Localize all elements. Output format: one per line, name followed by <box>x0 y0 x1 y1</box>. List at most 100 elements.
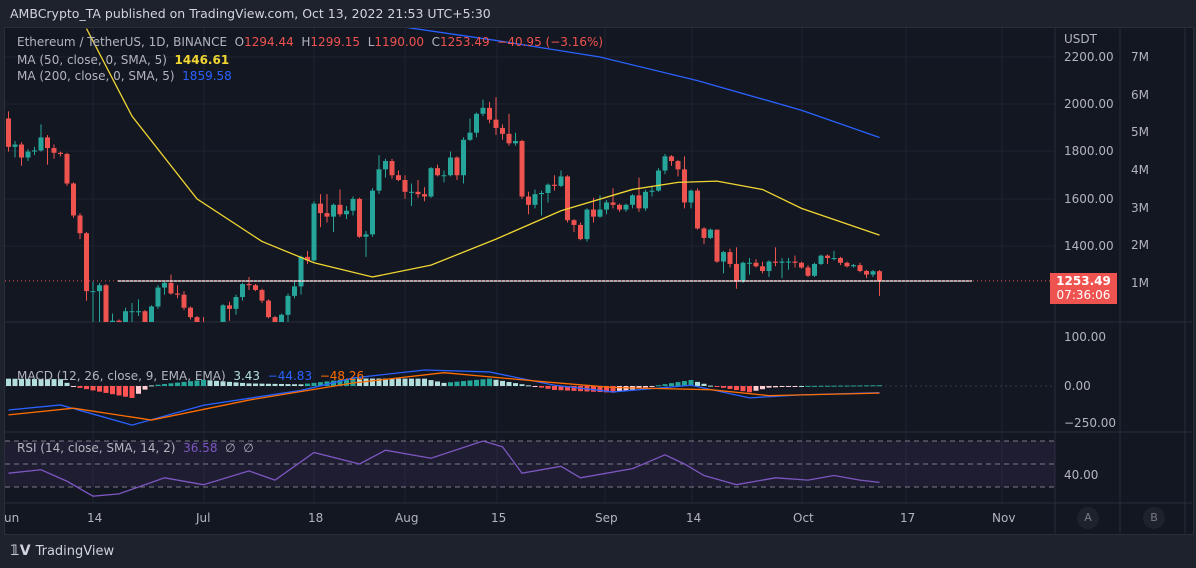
macd-histogram-bar <box>851 385 856 387</box>
macd-histogram-bar <box>669 383 674 386</box>
candle-body <box>831 258 837 260</box>
candle-body <box>851 265 856 267</box>
volume-tick: 7M <box>1131 50 1149 64</box>
candle-body <box>292 286 297 296</box>
candle-body <box>792 261 798 263</box>
ma200-line <box>405 28 880 139</box>
macd-histogram-bar <box>383 378 388 386</box>
ma200-legend[interactable]: MA (200, close, 0, SMA, 5) 1859.58 <box>17 69 232 83</box>
rsi-tick: 40.00 <box>1064 468 1099 482</box>
macd-histogram-bar <box>350 378 356 386</box>
rsi-legend[interactable]: RSI (14, close, SMA, 14, 2) 36.58 ∅ ∅ <box>17 441 254 455</box>
candle-body <box>695 190 700 229</box>
candle-body <box>539 192 544 195</box>
macd-histogram-bar <box>773 386 778 388</box>
macd-histogram-bar <box>493 379 499 386</box>
price-tick: 2000.00 <box>1064 97 1114 111</box>
footer-brand[interactable]: TradingView <box>35 543 115 559</box>
symbol-legend: Ethereum / TetherUS, 1D, BINANCE O1294.4… <box>17 35 603 49</box>
macd-histogram-bar <box>805 385 811 387</box>
macd-histogram-bar <box>799 385 804 387</box>
candle-body <box>194 317 200 322</box>
candle-body <box>38 137 44 151</box>
macd-tick: −250.00 <box>1064 416 1117 430</box>
macd-histogram-bar <box>734 386 739 391</box>
macd-histogram-bar <box>116 386 122 396</box>
macd-histogram-bar <box>240 382 245 386</box>
candle-body <box>487 107 492 120</box>
macd-histogram-bar <box>214 380 219 386</box>
macd-histogram-bar <box>610 386 616 393</box>
macd-histogram-bar <box>870 385 876 387</box>
auto-scale-button[interactable]: A <box>1077 507 1099 529</box>
candle-body <box>240 284 245 298</box>
volume-tick: 5M <box>1131 125 1149 139</box>
macd-histogram-bar <box>246 383 252 386</box>
candle-body <box>766 261 772 272</box>
candle-body <box>500 127 505 134</box>
time-tick: 14 <box>87 511 103 525</box>
macd-histogram-bar <box>526 385 531 387</box>
candle-body <box>701 228 707 238</box>
change-value: −40.95 (−3.16%) <box>497 35 604 49</box>
footer: 𝟙𝗩 TradingView <box>10 543 114 559</box>
macd-histogram-bar <box>844 385 850 387</box>
ma200-label: MA (200, close, 0, SMA, 5) <box>17 69 175 83</box>
candle-body <box>181 294 187 308</box>
candle-body <box>604 202 609 210</box>
time-tick: 18 <box>308 511 324 525</box>
macd-histogram-bar <box>480 379 486 386</box>
macd-histogram-bar <box>760 386 765 390</box>
last-price-tag: 1253.49 07:36:06 <box>1050 273 1117 304</box>
macd-histogram-bar <box>747 386 752 393</box>
macd-histogram-bar <box>292 384 297 386</box>
candle-body <box>753 262 759 267</box>
macd-histogram-bar <box>708 385 713 387</box>
candle-body <box>90 291 96 293</box>
macd-histogram-bar <box>45 379 50 386</box>
candle-body <box>864 271 869 275</box>
macd-legend[interactable]: MACD (12, 26, close, 9, EMA, EMA) 3.43 −… <box>17 369 364 383</box>
rsi-label: RSI (14, close, SMA, 14, 2) <box>17 441 176 455</box>
macd-histogram-bar <box>565 386 570 391</box>
macd-histogram-bar <box>877 385 882 387</box>
candle-body <box>760 266 765 272</box>
macd-histogram-bar <box>103 386 109 393</box>
b-scale-button[interactable]: B <box>1143 507 1165 529</box>
macd-histogram-bar <box>415 378 421 386</box>
candle-body <box>279 314 284 322</box>
candle-body <box>208 325 213 327</box>
volume-tick: 4M <box>1131 163 1149 177</box>
macd-histogram-bar <box>786 386 791 387</box>
high-value: 1299.15 <box>310 35 361 49</box>
macd-histogram-bar <box>32 378 37 386</box>
low-label: L <box>367 35 375 49</box>
macd-histogram-bar <box>656 385 661 387</box>
candle-body <box>669 156 674 162</box>
candle-body <box>84 233 89 292</box>
macd-histogram-bar <box>532 386 538 387</box>
last-price: 1253.49 <box>1056 274 1111 288</box>
candle-body <box>721 252 726 262</box>
candle-body <box>441 175 447 177</box>
rsi-value: 36.58 <box>183 441 218 455</box>
candle-body <box>25 151 31 158</box>
ma50-legend[interactable]: MA (50, close, 0, SMA, 5) 1446.61 <box>17 53 229 67</box>
candle-body <box>51 148 57 153</box>
macd-histogram-bar <box>422 378 427 386</box>
candle-body <box>331 204 336 217</box>
macd-histogram-bar <box>266 383 271 386</box>
candle-body <box>571 220 577 225</box>
macd-histogram-bar <box>298 384 304 386</box>
candle-body <box>155 287 161 307</box>
rsi-extra-2: ∅ <box>243 441 254 455</box>
macd-histogram-bar <box>396 378 401 386</box>
macd-histogram-bar <box>857 385 863 387</box>
time-tick: 14 <box>686 511 702 525</box>
macd-histogram-bar <box>454 381 460 386</box>
candle-body <box>597 209 603 217</box>
macd-histogram-bar <box>721 386 726 388</box>
macd-histogram-bar <box>662 384 668 386</box>
candle-body <box>272 317 278 322</box>
